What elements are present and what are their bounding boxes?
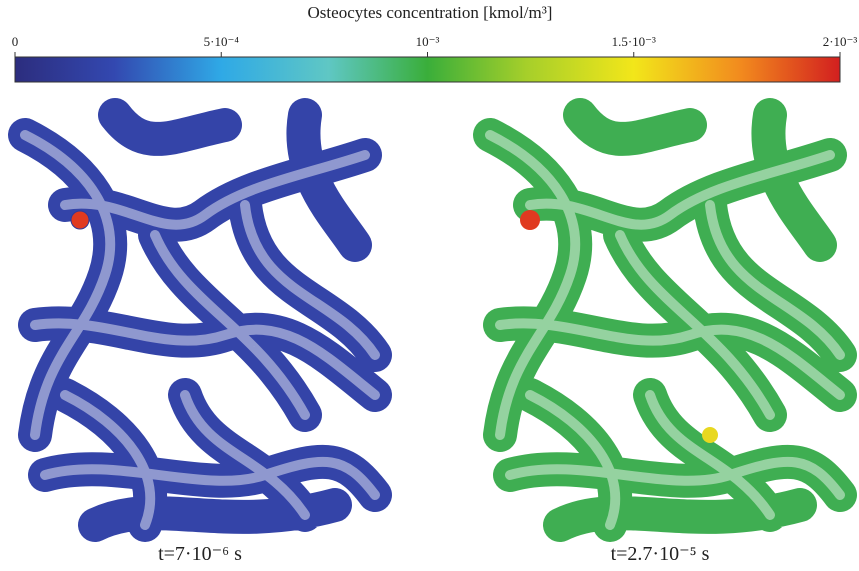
tick-label: 10⁻³ [416, 34, 440, 49]
tick-label: 5·10⁻⁴ [204, 34, 240, 49]
tick-label: 0 [12, 34, 19, 49]
panel-caption: t=7·10⁻⁶ s [158, 543, 242, 565]
figure: Osteocytes concentration [kmol/m³] t=7·1… [0, 0, 859, 571]
scaffold-right [490, 115, 840, 525]
tick-label: 1.5·10⁻³ [612, 34, 656, 49]
colorbar [15, 57, 840, 82]
panel-caption: t=2.7·10⁻⁵ s [611, 543, 710, 565]
scaffold-left [25, 115, 375, 525]
colorbar-title: Osteocytes concentration [kmol/m³] [308, 3, 553, 22]
tick-label: 2·10⁻³ [823, 34, 858, 49]
